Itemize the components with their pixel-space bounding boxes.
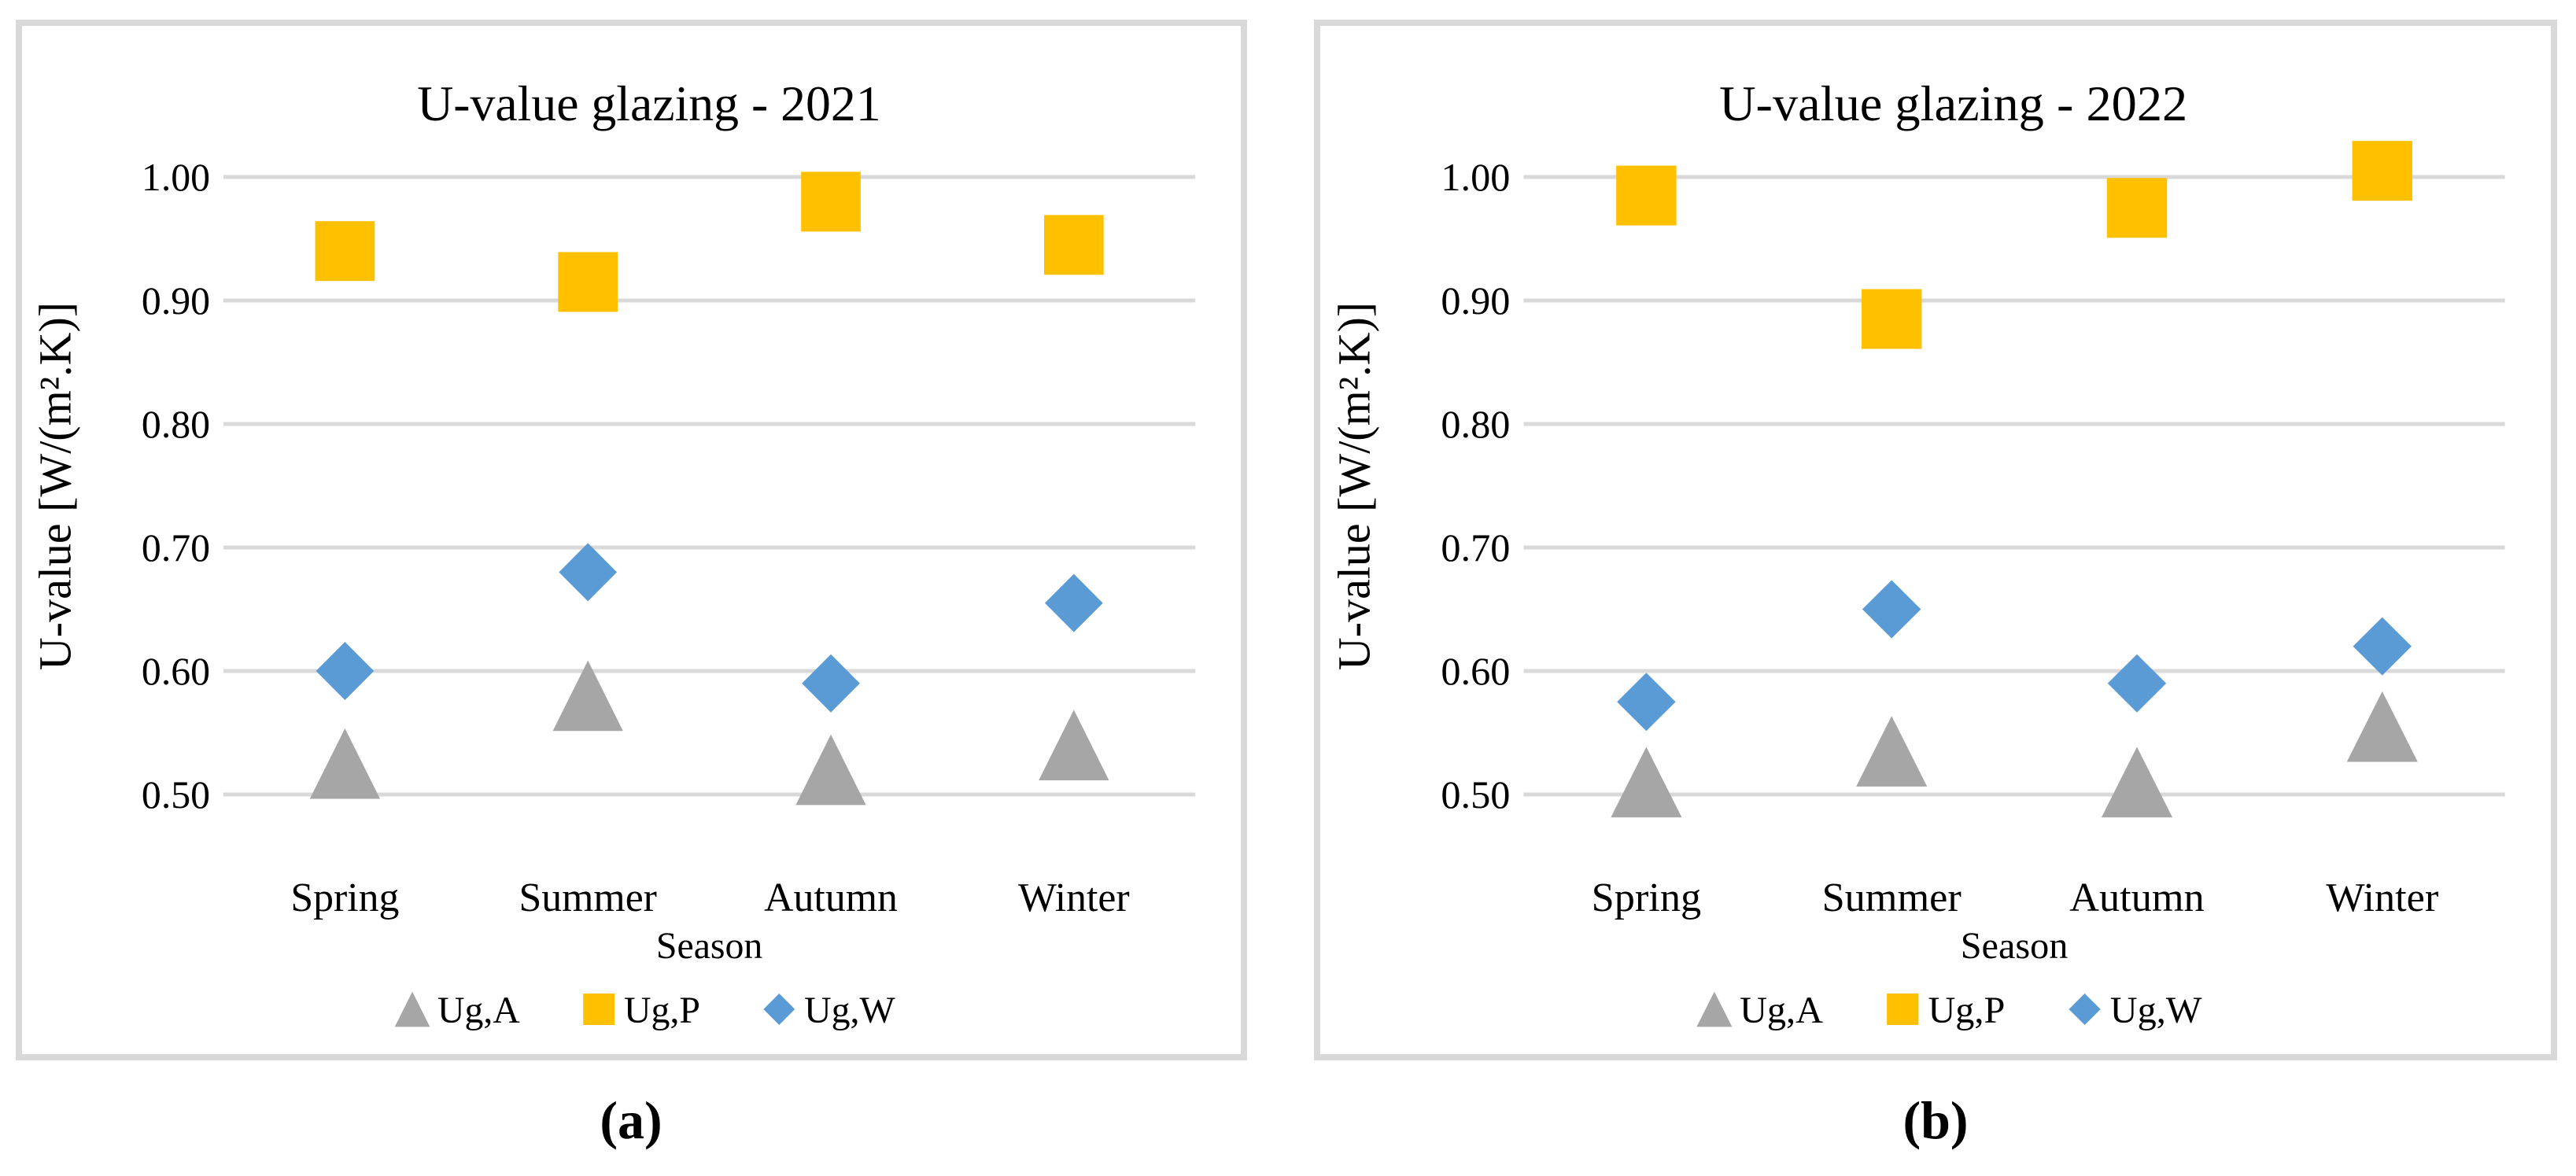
- y-axis-title: U-value [W/(m².K)]: [1328, 302, 1379, 670]
- y-tick-label: 0.60: [142, 650, 210, 693]
- series-triangle: [309, 660, 1109, 806]
- y-tick-label: 0.80: [1441, 402, 1510, 446]
- x-tick-label: Autumn: [2069, 876, 2204, 920]
- chart-panel-2021: 1.00 0.90 0.80 0.70 0.60 0.50 U-value glazing …: [16, 20, 1247, 1060]
- legend: Ug,A Ug,P Ug,W: [394, 990, 895, 1031]
- y-tick-label: 0.90: [1441, 278, 1510, 323]
- x-tick-label: Summer: [519, 876, 656, 920]
- gridlines: [223, 175, 1196, 797]
- y-tick-label: 0.70: [1441, 525, 1510, 570]
- y-tick-label: 0.90: [142, 279, 210, 323]
- x-tick-label: Spring: [1592, 876, 1701, 920]
- data-point-diamond: [802, 654, 860, 713]
- legend-label: Ug,P: [624, 990, 700, 1031]
- series-diamond: [316, 543, 1103, 713]
- data-point-diamond: [559, 543, 618, 602]
- legend-label: Ug,A: [437, 990, 520, 1031]
- subfigure-label-a: (a): [600, 1090, 662, 1150]
- chart-title: U-value glazing - 2021: [417, 76, 880, 131]
- data-point-triangle: [1856, 716, 1928, 787]
- data-point-square: [2352, 141, 2412, 201]
- legend-label: Ug,P: [1928, 990, 2005, 1031]
- data-point-triangle: [1611, 747, 1682, 818]
- series-triangle: [1611, 691, 2418, 818]
- legend-marker-triangle: [394, 991, 430, 1027]
- data-point-triangle: [795, 734, 866, 806]
- data-point-diamond: [1617, 673, 1676, 732]
- y-tick-label: 0.60: [1441, 649, 1510, 693]
- legend-item: Ug,A: [394, 990, 520, 1031]
- x-tick-label: Winter: [2326, 876, 2438, 920]
- data-point-square: [315, 221, 375, 282]
- data-point-diamond: [1862, 580, 1921, 639]
- scatter-chart-2021: 1.00 0.90 0.80 0.70 0.60 0.50 U-value glazing …: [30, 76, 1196, 1031]
- data-point-square: [558, 252, 618, 312]
- data-point-square: [801, 171, 861, 232]
- data-point-triangle: [309, 728, 381, 799]
- y-tick-label: 0.50: [1441, 772, 1510, 817]
- y-tick-label: 1.00: [1441, 155, 1510, 199]
- data-point-triangle: [2346, 691, 2418, 762]
- x-tick-label: Winter: [1018, 876, 1130, 920]
- chart-title: U-value glazing - 2022: [1719, 76, 2187, 131]
- data-point-diamond: [1044, 573, 1103, 632]
- y-axis-title: U-value [W/(m².K)]: [30, 302, 81, 670]
- data-point-diamond: [2107, 654, 2167, 713]
- legend-marker-square: [1887, 994, 1919, 1025]
- data-point-triangle: [1039, 710, 1109, 780]
- y-tick-label: 1.00: [142, 156, 210, 199]
- legend-item: Ug,A: [1696, 990, 1823, 1031]
- legend-label: Ug,W: [2110, 990, 2202, 1031]
- legend-item: Ug,P: [583, 990, 700, 1031]
- data-point-triangle: [552, 660, 623, 732]
- y-tick-label: 0.80: [142, 403, 210, 446]
- legend-marker-triangle: [1696, 991, 1733, 1027]
- data-point-square: [1043, 215, 1104, 275]
- subfigure-label-b: (b): [1902, 1090, 1969, 1150]
- data-point-diamond: [2353, 617, 2412, 676]
- x-tick-label: Spring: [290, 876, 399, 920]
- legend-item: Ug,P: [1887, 990, 2005, 1031]
- y-tick-label: 0.70: [142, 526, 210, 570]
- series-square: [1616, 141, 2412, 349]
- legend-item: Ug,W: [2069, 990, 2202, 1031]
- x-axis-title: Season: [656, 925, 762, 967]
- x-axis-title: Season: [1961, 925, 2069, 967]
- legend-marker-diamond: [763, 994, 795, 1025]
- legend: Ug,A Ug,P Ug,W: [1696, 990, 2202, 1031]
- data-point-triangle: [2101, 747, 2173, 818]
- data-point-square: [1861, 289, 1922, 349]
- legend-marker-diamond: [2069, 994, 2101, 1025]
- data-point-square: [1616, 165, 1677, 226]
- legend-label: Ug,W: [804, 990, 895, 1031]
- series-diamond: [1617, 580, 2412, 732]
- data-point-square: [2106, 178, 2168, 238]
- series-square: [315, 171, 1104, 312]
- data-point-diamond: [316, 642, 375, 700]
- gridlines: [1523, 175, 2505, 797]
- legend-item: Ug,W: [763, 990, 895, 1031]
- scatter-chart-2022: 1.00 0.90 0.80 0.70 0.60 0.50 U-value glazing …: [1328, 76, 2505, 1031]
- chart-panel-2022: 1.00 0.90 0.80 0.70 0.60 0.50 U-value glazing …: [1314, 20, 2557, 1060]
- x-tick-label: Summer: [1822, 876, 1962, 920]
- legend-label: Ug,A: [1740, 990, 1823, 1031]
- y-tick-label: 0.50: [142, 773, 210, 817]
- legend-marker-square: [583, 994, 615, 1025]
- x-tick-label: Autumn: [764, 876, 898, 920]
